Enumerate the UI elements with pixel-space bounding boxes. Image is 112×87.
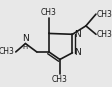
- Text: N: N: [22, 34, 29, 43]
- Text: CH3: CH3: [96, 30, 112, 39]
- Text: CH3: CH3: [96, 10, 112, 19]
- Text: N: N: [73, 30, 80, 39]
- Text: H: H: [23, 44, 28, 50]
- Text: N: N: [73, 48, 80, 57]
- Text: CH3: CH3: [41, 8, 56, 17]
- Text: CH3: CH3: [0, 47, 15, 56]
- Text: CH3: CH3: [51, 75, 67, 84]
